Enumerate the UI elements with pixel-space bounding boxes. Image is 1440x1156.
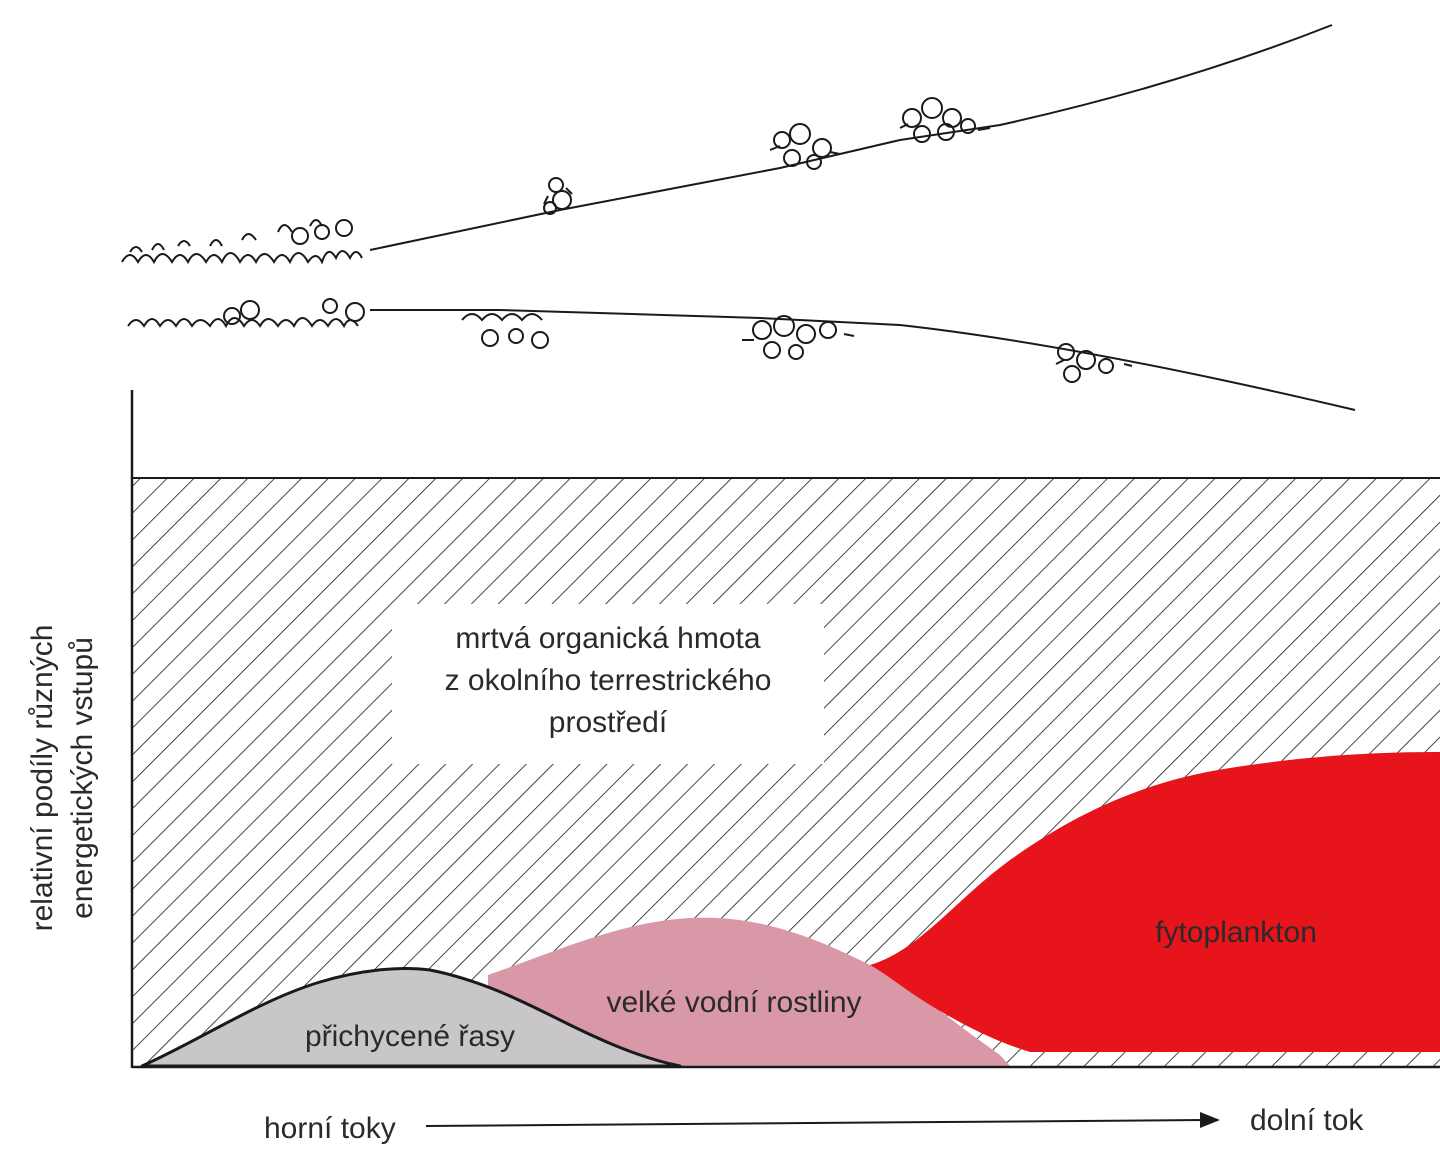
y-axis-label-line1: relativní podíly různých (26, 625, 59, 932)
dead-organic-matter-label-line3: prostředí (549, 706, 668, 739)
x-axis-label-end: dolní tok (1250, 1104, 1364, 1137)
x-axis-label-start: horní toky (264, 1112, 396, 1145)
vegetation-bush-4-icon (461, 313, 549, 349)
vegetation-bush-1-icon (543, 177, 573, 215)
phytoplankton-label: fytoplankton (1155, 916, 1317, 949)
x-axis-arrowhead-icon (1200, 1112, 1220, 1128)
upper-bank-line (369, 24, 1333, 251)
energy-input-area-chart (130, 390, 1440, 1069)
vegetation-bush-2-icon (769, 123, 841, 170)
macrophytes-area (488, 917, 1010, 1066)
attached-algae-label: přichycené řasy (305, 1020, 515, 1053)
vegetation-upper-left-icon (121, 219, 363, 265)
dead-organic-matter-label: mrtvá organická hmota z okolního terrest… (445, 622, 772, 739)
vegetation-bush-6-icon (1055, 343, 1133, 383)
x-axis-direction-arrow-line (425, 1119, 1205, 1127)
dead-organic-matter-label-box (392, 604, 824, 764)
dead-organic-matter-label-line1: mrtvá organická hmota (455, 622, 760, 655)
macrophytes-label: velké vodní rostliny (606, 986, 861, 1019)
y-axis-label: relativní podíly různých energetických v… (26, 625, 99, 932)
vegetation-bush-3-icon (899, 97, 991, 143)
vegetation-lower-left-icon (127, 298, 365, 329)
phytoplankton-area (870, 752, 1440, 1052)
vegetation-bush-5-icon (742, 315, 855, 360)
river-channel-sketch (121, 24, 1356, 411)
dead-organic-matter-label-line2: z okolního terrestrického (445, 664, 772, 697)
attached-algae-area (140, 967, 682, 1068)
x-axis-label: horní toky dolní tok (264, 1104, 1364, 1145)
y-axis-label-line2: energetických vstupů (66, 637, 99, 919)
lower-bank-line (370, 309, 1356, 411)
